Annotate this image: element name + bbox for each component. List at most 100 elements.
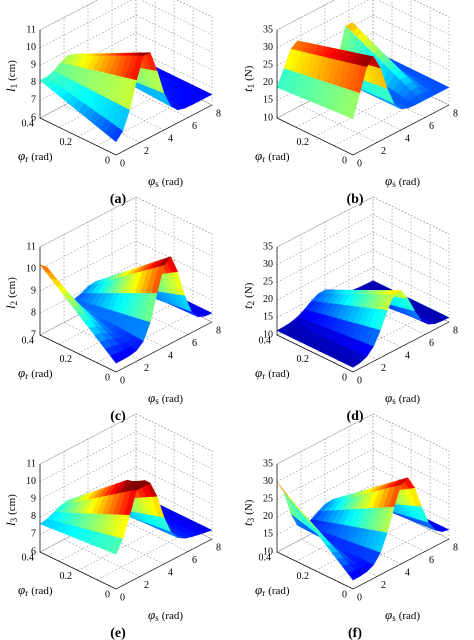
phi-s-tick-label: 0 bbox=[357, 375, 362, 386]
r-tick-label: 0 bbox=[342, 155, 347, 166]
grid-line bbox=[295, 0, 393, 128]
label-sub: r bbox=[262, 371, 265, 381]
r-tick-label: 0 bbox=[105, 155, 110, 166]
axis bbox=[39, 464, 213, 590]
grid-line bbox=[39, 240, 213, 292]
r-tick-label: 0 bbox=[105, 372, 110, 383]
grid-line bbox=[276, 448, 450, 500]
label-symbol: l bbox=[3, 88, 18, 92]
z-tick-label: 9 bbox=[31, 493, 36, 504]
r-axis-label: φr (rad) bbox=[255, 582, 290, 598]
z-tick-label: 10 bbox=[263, 112, 273, 123]
r-tick-label: 0 bbox=[342, 589, 347, 600]
label-unit: (rad) bbox=[31, 585, 53, 597]
grid-line bbox=[96, 7, 194, 147]
grid-line bbox=[276, 231, 450, 283]
z-tick-label: 8 bbox=[31, 307, 36, 318]
r-tick-label: 0.4 bbox=[259, 335, 272, 346]
label-sub: 2 bbox=[9, 301, 19, 306]
grid-line bbox=[39, 14, 213, 66]
label-symbol: t bbox=[240, 305, 255, 309]
label-sub: s bbox=[155, 179, 159, 189]
label-unit: (cm) bbox=[6, 60, 18, 81]
phi-s-tick-label: 0 bbox=[120, 158, 125, 169]
label-symbol: φ bbox=[255, 365, 262, 380]
surface-patch bbox=[110, 352, 124, 364]
label-unit: (N) bbox=[243, 499, 255, 515]
z-tick-label: 20 bbox=[263, 294, 273, 305]
r-axis-label: φr (rad) bbox=[18, 148, 53, 164]
phi-s-tick-label: 2 bbox=[144, 363, 149, 374]
label-symbol: φ bbox=[18, 365, 25, 380]
z-tick-label: 15 bbox=[263, 529, 273, 540]
s-axis-label: φs (rad) bbox=[148, 390, 183, 406]
s-axis-label: φs (rad) bbox=[385, 173, 420, 189]
grid-line bbox=[39, 413, 213, 465]
z-tick-label: 10 bbox=[26, 42, 36, 53]
r-tick-label: 0 bbox=[342, 372, 347, 383]
r-tick-label: 0 bbox=[105, 589, 110, 600]
r-tick-label: 0.4 bbox=[22, 552, 35, 563]
z-tick-label: 6 bbox=[31, 112, 36, 123]
r-axis-label: φr (rad) bbox=[18, 582, 53, 598]
label-sub: r bbox=[25, 154, 28, 164]
grid-line bbox=[39, 431, 213, 482]
label-unit: (rad) bbox=[399, 176, 421, 188]
label-symbol: φ bbox=[18, 148, 25, 163]
grid-line bbox=[276, 267, 450, 318]
label-unit: (N) bbox=[243, 282, 255, 298]
grid-line bbox=[276, 484, 450, 535]
axis bbox=[276, 247, 450, 373]
grid-line bbox=[39, 0, 213, 48]
phi-s-tick-label: 4 bbox=[168, 133, 173, 144]
phi-s-tick-label: 8 bbox=[453, 542, 458, 553]
label-sub: s bbox=[155, 613, 159, 623]
label-sub: r bbox=[25, 588, 28, 598]
phi-s-tick-label: 6 bbox=[192, 338, 197, 349]
axis bbox=[39, 247, 213, 373]
grid-line bbox=[96, 441, 194, 581]
r-axis-label: φr (rad) bbox=[18, 365, 53, 381]
label-symbol: t bbox=[240, 522, 255, 526]
z-tick-label: 9 bbox=[31, 59, 36, 70]
grid-line bbox=[333, 7, 431, 147]
surface-patch bbox=[50, 278, 64, 288]
caption: (d) bbox=[346, 409, 363, 424]
phi-s-tick-label: 0 bbox=[120, 592, 125, 603]
caption: (c) bbox=[110, 409, 126, 424]
z-axis-label: t2 (N) bbox=[240, 282, 256, 309]
label-sub: r bbox=[262, 154, 265, 164]
label-unit: (rad) bbox=[31, 151, 53, 163]
label-sub: 2 bbox=[246, 301, 256, 306]
z-tick-label: 8 bbox=[31, 77, 36, 88]
label-symbol: l bbox=[3, 305, 18, 309]
z-axis-label: t3 (N) bbox=[240, 499, 256, 526]
s-axis-label: φs (rad) bbox=[385, 607, 420, 623]
phi-s-tick-label: 2 bbox=[144, 146, 149, 157]
z-axis-label: t1 (N) bbox=[240, 65, 256, 92]
grid-line bbox=[276, 501, 450, 553]
surface-patch bbox=[110, 126, 124, 143]
z-tick-label: 25 bbox=[263, 59, 273, 70]
label-symbol: φ bbox=[148, 173, 155, 188]
z-tick-label: 20 bbox=[263, 77, 273, 88]
surface-patch bbox=[110, 537, 124, 555]
label-sub: r bbox=[25, 371, 28, 381]
surface-patch bbox=[347, 91, 361, 120]
z-tick-label: 8 bbox=[31, 511, 36, 522]
phi-s-tick-label: 4 bbox=[168, 567, 173, 578]
label-symbol: l bbox=[3, 522, 18, 526]
z-tick-label: 11 bbox=[26, 24, 36, 35]
label-sub: r bbox=[262, 588, 265, 598]
z-tick-label: 35 bbox=[263, 24, 273, 35]
phi-s-tick-label: 6 bbox=[429, 121, 434, 132]
phi-s-tick-label: 8 bbox=[453, 325, 458, 336]
surface-patch bbox=[347, 360, 361, 368]
label-sub: s bbox=[392, 179, 396, 189]
phi-s-tick-label: 4 bbox=[405, 567, 410, 578]
phi-s-tick-label: 0 bbox=[357, 158, 362, 169]
z-tick-label: 30 bbox=[263, 42, 273, 53]
grid-line bbox=[58, 423, 156, 562]
